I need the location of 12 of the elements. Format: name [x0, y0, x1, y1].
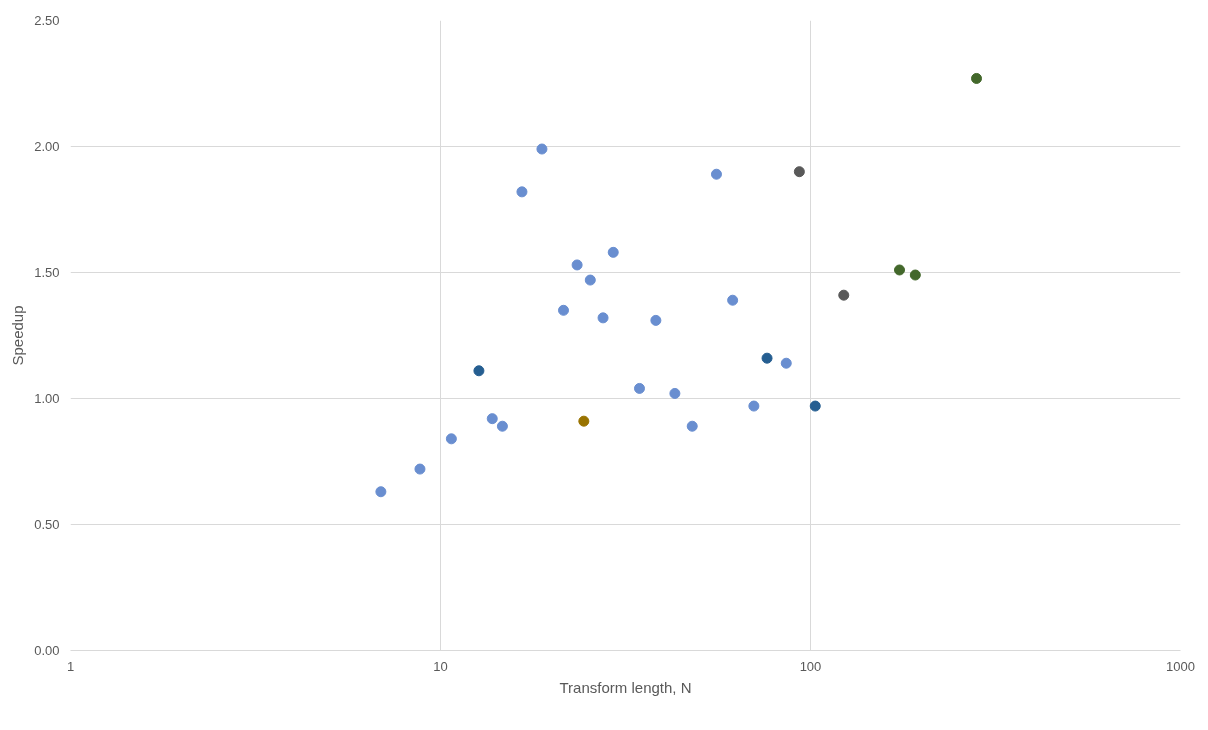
x-tick-label: 1000: [1166, 658, 1195, 674]
x-tick-label: 10: [433, 658, 448, 674]
x-axis-title: Transform length, N: [559, 678, 692, 696]
y-tick-label: 0.00: [34, 643, 60, 658]
x-tick-label: 1: [66, 658, 75, 674]
y-axis-title: Speedup: [9, 305, 27, 366]
x-tick-label: 100: [799, 658, 822, 674]
y-tick-label: 2.50: [34, 13, 60, 28]
y-tick-label: 0.50: [34, 517, 60, 532]
y-tick-label: 1.00: [34, 391, 60, 406]
y-tick-label: 1.50: [34, 265, 60, 280]
y-tick-label: 2.00: [34, 139, 60, 154]
